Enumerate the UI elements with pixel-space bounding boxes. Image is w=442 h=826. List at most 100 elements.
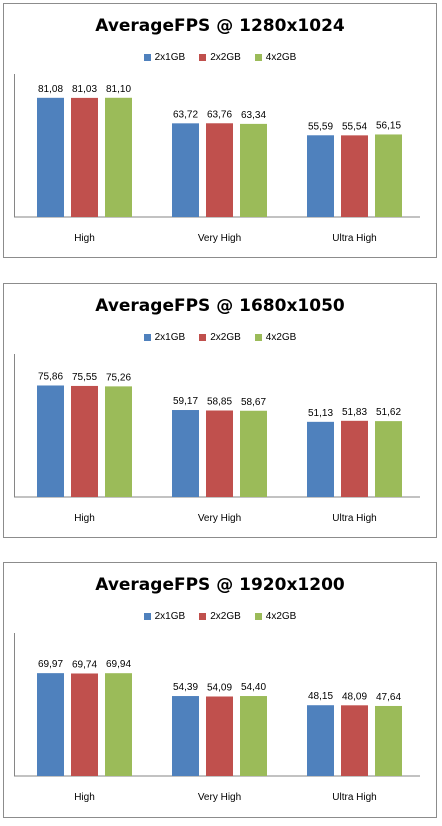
legend-swatch [199,613,207,620]
chart-legend: 2x1GB 2x2GB 4x2GB [4,332,436,343]
legend-label: 4x2GB [265,52,297,63]
data-label: 69,94 [106,659,131,670]
category-label: Ultra High [332,792,376,803]
category-label: Very High [198,513,241,524]
legend-label: 4x2GB [265,611,297,622]
legend-label: 2x1GB [154,52,186,63]
legend-swatch [143,613,151,620]
legend-item-2x2gb: 2x2GB [199,611,241,622]
legend-swatch [143,54,151,61]
bar-2x2gb-very-high [206,123,233,217]
legend-swatch [199,54,207,61]
legend-item-2x2gb: 2x2GB [199,332,241,343]
category-label: High [74,233,95,244]
bar-2x1gb-very-high [172,696,199,776]
data-label: 75,55 [72,372,97,383]
data-label: 55,59 [308,121,333,132]
bar-4x2gb-high [105,673,132,776]
data-label: 69,97 [38,659,63,670]
bar-2x1gb-ultra-high [307,705,334,776]
legend-item-2x1gb: 2x1GB [143,611,186,622]
data-label: 48,09 [342,691,367,702]
legend-item-4x2gb: 4x2GB [254,332,297,343]
category-label: Ultra High [332,233,376,244]
bar-4x2gb-ultra-high [375,134,402,217]
category-label: High [74,792,95,803]
data-label: 56,15 [376,120,401,131]
bar-2x1gb-ultra-high [307,421,334,497]
bar-2x2gb-very-high [206,410,233,497]
bar-2x1gb-ultra-high [307,135,334,217]
bar-4x2gb-very-high [240,410,267,497]
data-label: 55,54 [342,121,367,132]
bar-2x1gb-very-high [172,123,199,217]
data-label: 48,15 [308,691,333,702]
bar-2x1gb-high [37,673,64,776]
data-label: 51,62 [376,407,401,418]
bar-4x2gb-ultra-high [375,421,402,497]
data-label: 54,40 [241,682,266,693]
chart-legend: 2x1GB 2x2GB 4x2GB [4,52,436,63]
legend-item-4x2gb: 4x2GB [254,611,297,622]
legend-item-2x1gb: 2x1GB [143,52,186,63]
chart-title: AverageFPS @ 1680x1050 [95,296,345,316]
legend-label: 2x2GB [210,52,241,63]
legend-swatch [254,54,262,61]
chart-title: AverageFPS @ 1280x1024 [95,16,345,36]
data-label: 63,34 [241,110,266,121]
legend-item-2x1gb: 2x1GB [143,332,186,343]
bar-2x2gb-ultra-high [341,135,368,217]
category-label: Very High [198,792,241,803]
data-label: 81,10 [106,84,131,95]
legend-label: 2x2GB [210,611,241,622]
chart-legend: 2x1GB 2x2GB 4x2GB [4,611,436,622]
data-label: 59,17 [173,396,198,407]
bar-plot: 75,86 75,55 75,26 High 59,17 58,85 58,67 Very H… [14,354,420,524]
bar-4x2gb-ultra-high [375,705,402,776]
legend-item-4x2gb: 4x2GB [254,52,297,63]
legend-label: 4x2GB [265,332,297,343]
data-label: 47,64 [376,692,401,703]
chart-title: AverageFPS @ 1920x1200 [95,575,345,595]
bar-4x2gb-very-high [240,696,267,776]
data-label: 75,86 [38,371,63,382]
chart-panel-1920x1200: AverageFPS @ 1920x1200 2x1GB 2x2GB 4x2GB… [3,562,437,818]
data-label: 81,08 [38,84,63,95]
category-label: High [74,513,95,524]
data-label: 69,74 [72,659,97,670]
bar-2x2gb-high [71,673,98,776]
legend-label: 2x1GB [154,611,186,622]
legend-item-2x2gb: 2x2GB [199,52,241,63]
bar-2x1gb-high [37,385,64,497]
data-label: 51,13 [308,408,333,419]
data-label: 58,85 [207,396,232,407]
data-label: 51,83 [342,407,367,418]
data-label: 75,26 [106,372,131,383]
chart-panel-1280x1024: AverageFPS @ 1280x1024 2x1GB 2x2GB 4x2GB… [3,3,437,258]
data-label: 54,09 [207,682,232,693]
bar-4x2gb-high [105,386,132,497]
bar-2x2gb-very-high [206,696,233,776]
category-label: Very High [198,233,241,244]
bar-plot: 81,08 81,03 81,10 High 63,72 63,76 63,34 Very H… [14,74,420,244]
legend-label: 2x1GB [154,332,186,343]
data-label: 54,39 [173,682,198,693]
data-label: 63,76 [207,109,232,120]
bar-4x2gb-high [105,97,132,217]
bar-2x2gb-high [71,97,98,217]
bar-2x1gb-very-high [172,410,199,497]
data-label: 58,67 [241,397,266,408]
bar-2x1gb-high [37,97,64,217]
legend-swatch [254,334,262,341]
chart-panel-1680x1050: AverageFPS @ 1680x1050 2x1GB 2x2GB 4x2GB… [3,283,437,538]
legend-swatch [254,613,262,620]
legend-swatch [143,334,151,341]
bar-2x2gb-ultra-high [341,420,368,497]
data-label: 81,03 [72,84,97,95]
bar-2x2gb-ultra-high [341,705,368,776]
bar-plot: 69,97 69,74 69,94 High 54,39 54,09 54,40 Very H… [14,633,420,803]
category-label: Ultra High [332,513,376,524]
legend-swatch [199,334,207,341]
legend-label: 2x2GB [210,332,241,343]
bar-2x2gb-high [71,385,98,497]
